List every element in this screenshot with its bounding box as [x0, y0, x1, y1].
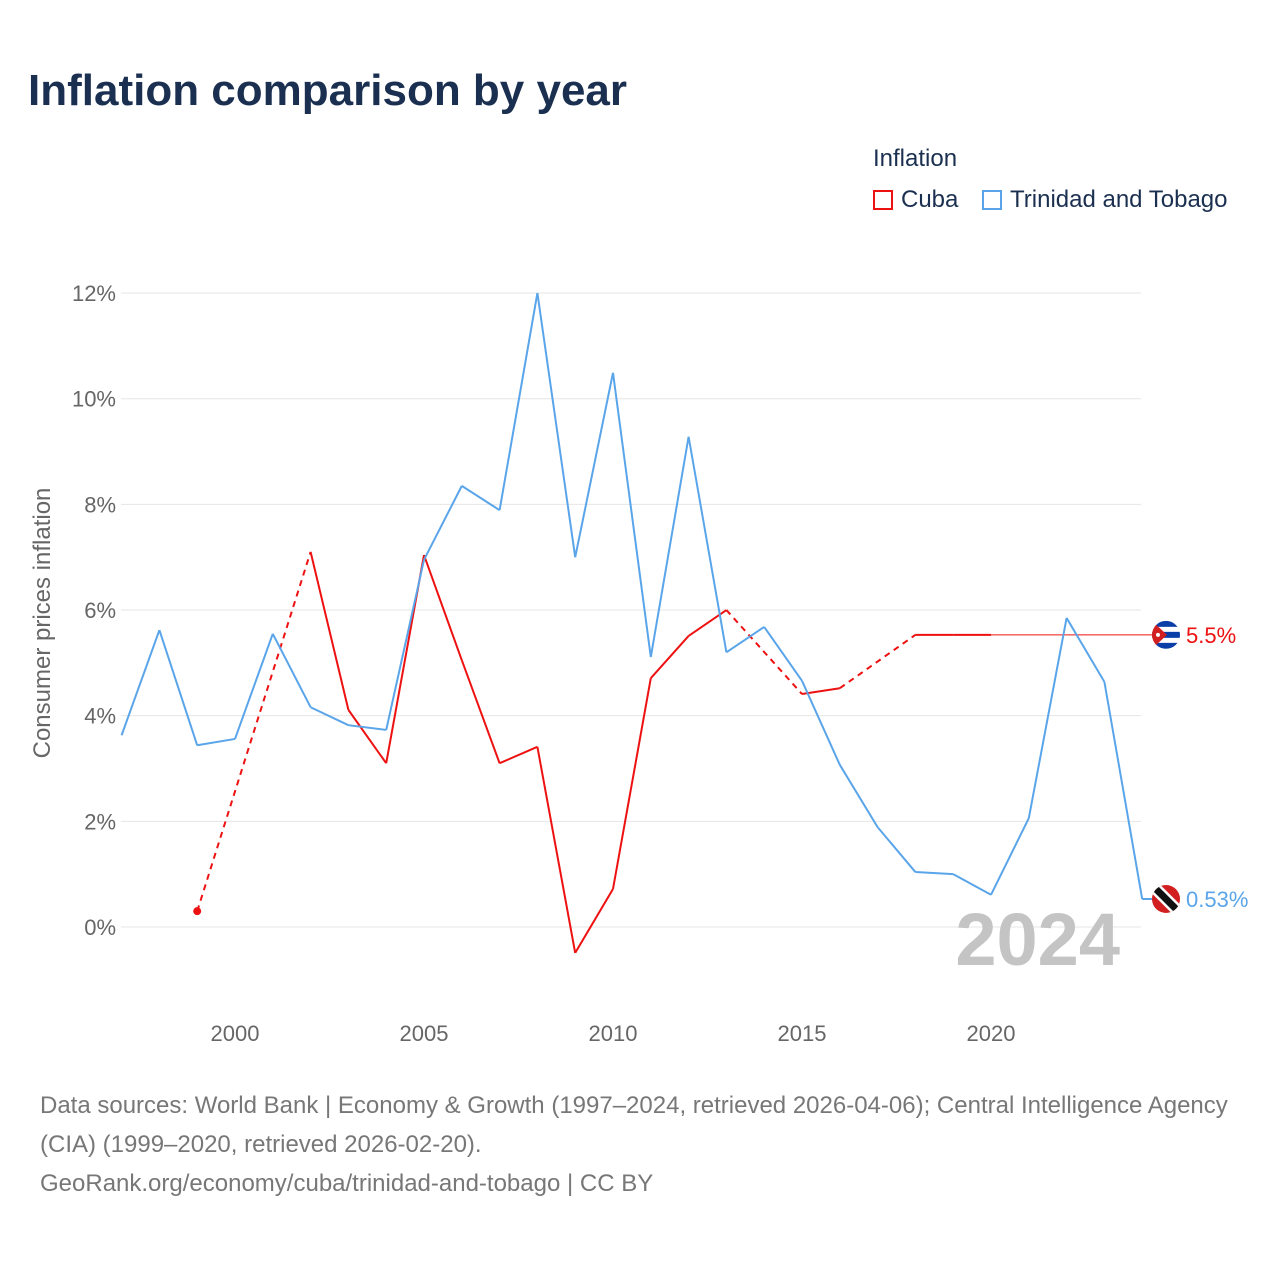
legend-item-trinidad[interactable]: Trinidad and Tobago: [982, 186, 1228, 214]
series-segment-cuba: [536, 746, 577, 954]
series-segment-trinidad: [1065, 617, 1106, 683]
series-segment-trinidad: [990, 817, 1030, 896]
series-segment-trinidad: [536, 292, 577, 558]
series-segment-cuba: [574, 888, 614, 954]
series-segment-trinidad: [574, 372, 614, 558]
series-segment-trinidad: [348, 724, 387, 731]
series-segment-cuba: [499, 745, 538, 765]
series-segment-trinidad: [649, 436, 690, 658]
series-segment-trinidad: [120, 629, 161, 736]
flag-star: [1156, 632, 1160, 637]
series-segment-trinidad: [158, 629, 199, 746]
series-segment-trinidad: [423, 485, 463, 561]
series-segment-trinidad: [612, 372, 652, 658]
flag-body: [1152, 620, 1180, 649]
series-segment-trinidad: [498, 292, 539, 511]
x-tick-label: 2005: [400, 1021, 449, 1046]
series-segment-trinidad: [915, 871, 954, 876]
series-segment-trinidad: [385, 559, 425, 731]
data-sources: Data sources: World Bank | Economy & Gro…: [40, 1092, 1228, 1158]
y-tick-label: 12%: [72, 281, 116, 306]
flag-stripe: [1152, 642, 1180, 649]
series-segment-trinidad: [1027, 617, 1068, 819]
x-tick-label: 2000: [211, 1021, 260, 1046]
source-link[interactable]: GeoRank.org/economy/cuba/trinidad-and-to…: [40, 1170, 654, 1197]
series-segment-trinidad: [234, 633, 274, 740]
series-segment-trinidad: [763, 626, 803, 682]
flag-body: [1152, 885, 1180, 914]
y-tick-label: 4%: [84, 704, 116, 729]
series-segment-cuba: [650, 635, 690, 679]
series-segment-trinidad: [952, 873, 992, 896]
year-watermark: 2024: [955, 898, 1120, 981]
y-axis-label: Consumer prices inflation: [29, 488, 56, 759]
series-segment-cuba: [460, 659, 501, 764]
data-point: [193, 907, 202, 916]
series-segment-trinidad: [310, 706, 349, 727]
series-segment-cuba: [347, 709, 388, 764]
cuba-flag-icon: [1152, 620, 1180, 649]
line-chart: 0% 2% 4% 6% 8% 10% 12% 2000 2005 2010 2015 2020 202…: [29, 281, 1248, 1046]
y-tick-label: 10%: [72, 387, 116, 412]
legend-label: Cuba: [901, 186, 959, 213]
legend-swatch-cuba: [873, 190, 893, 210]
flag-stripe: [1152, 620, 1180, 627]
x-tick-label: 2015: [778, 1021, 827, 1046]
y-tick-label: 0%: [84, 915, 116, 940]
last-value-label: 5.5%: [1186, 623, 1236, 648]
series-segment-trinidad: [461, 485, 501, 512]
footer: Data sources: World Bank | Economy & Gro…: [40, 1086, 1250, 1203]
y-tick-label: 6%: [84, 598, 116, 623]
y-tick-label: 8%: [84, 492, 116, 517]
series-segment-cuba: [196, 551, 312, 912]
trinidad-flag-icon: [1152, 885, 1180, 914]
series-segment-cuba: [839, 634, 916, 690]
legend-label: Trinidad and Tobago: [1010, 186, 1228, 213]
last-value-label: 0.53%: [1186, 887, 1248, 912]
series-segment-trinidad: [801, 680, 841, 766]
series-segment-trinidad: [687, 436, 728, 653]
legend-swatch-trinidad: [982, 190, 1002, 210]
series-segment-trinidad: [271, 633, 312, 708]
series-segment-trinidad: [1103, 681, 1144, 900]
chart-title: Inflation comparison by year: [28, 66, 628, 115]
series-segment-trinidad: [838, 764, 879, 828]
series-segment-cuba: [309, 551, 350, 711]
series-segment-trinidad: [197, 737, 236, 747]
x-tick-label: 2010: [589, 1021, 638, 1046]
x-tick-label: 2020: [967, 1021, 1016, 1046]
series-segment-cuba: [725, 609, 803, 695]
series-segment-trinidad: [725, 626, 765, 654]
series-segment-trinidad: [876, 826, 917, 873]
series-segment-cuba: [612, 677, 652, 890]
legend-item-cuba[interactable]: Cuba: [873, 186, 958, 214]
y-tick-label: 2%: [84, 809, 116, 834]
legend-title: Inflation: [873, 145, 958, 172]
series-segment-cuba: [423, 554, 463, 661]
